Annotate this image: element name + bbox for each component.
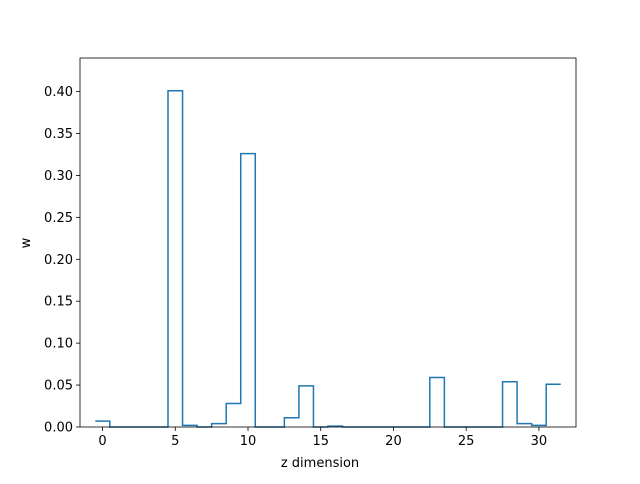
x-tick-label: 0 (98, 434, 106, 449)
x-tick-label: 30 (531, 434, 548, 449)
x-axis-ticks: 0 5 10 15 20 25 30 (98, 427, 547, 449)
y-tick-label: 0.25 (44, 211, 73, 226)
x-tick-label: 10 (240, 434, 257, 449)
y-tick-label: 0.15 (44, 295, 73, 310)
y-axis-ticks: 0.00 0.05 0.10 0.15 0.20 0.25 0.30 0.35 0.40 (44, 85, 80, 436)
x-tick-label: 25 (458, 434, 475, 449)
y-tick-label: 0.10 (44, 337, 73, 352)
y-tick-label: 0.05 (44, 379, 73, 394)
x-tick-label: 15 (312, 434, 329, 449)
y-tick-label: 0.20 (44, 253, 73, 268)
x-axis-label: z dimension (281, 456, 359, 471)
axes-frame (79, 57, 577, 428)
y-tick-label: 0.35 (44, 127, 73, 142)
y-axis-label: w (19, 237, 34, 248)
x-tick-label: 5 (171, 434, 179, 449)
y-tick-label: 0.00 (44, 421, 73, 436)
x-tick-label: 20 (385, 434, 402, 449)
y-tick-label: 0.30 (44, 169, 73, 184)
y-tick-label: 0.40 (44, 85, 73, 100)
